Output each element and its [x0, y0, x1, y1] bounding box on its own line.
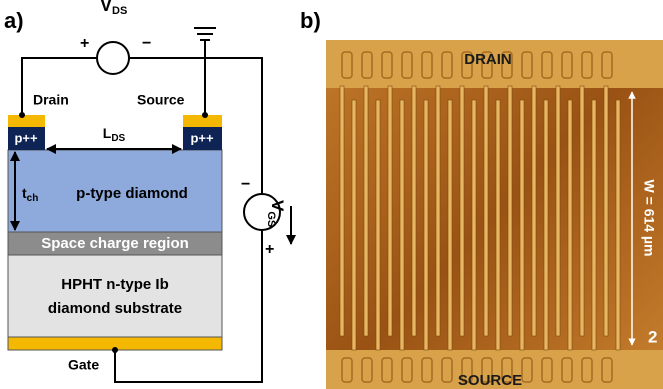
panel-label: a) — [4, 8, 24, 33]
symbol: L — [103, 125, 112, 141]
finger — [501, 51, 513, 79]
finger — [461, 51, 473, 79]
symbol: t — [22, 185, 27, 201]
tch-label: tch — [22, 185, 38, 204]
symbol: V — [268, 200, 287, 212]
finger — [361, 51, 373, 79]
scale-fragment: 2 — [648, 327, 657, 346]
finger — [483, 85, 489, 337]
minus: − — [241, 176, 250, 193]
subscript: DS — [112, 5, 127, 17]
layer-label: Space charge region — [41, 235, 189, 252]
finger — [399, 99, 405, 351]
drain-label: DRAIN — [464, 51, 512, 68]
finger — [341, 357, 353, 383]
finger — [541, 357, 553, 383]
finger — [423, 99, 429, 351]
finger — [447, 99, 453, 351]
finger — [341, 51, 353, 79]
finger — [501, 357, 513, 383]
finger — [351, 99, 357, 351]
gate-label: Gate — [68, 357, 99, 373]
finger — [339, 85, 345, 337]
finger — [363, 85, 369, 337]
finger — [435, 85, 441, 337]
device — [7, 112, 223, 353]
finger — [507, 85, 513, 337]
finger — [615, 99, 621, 351]
layer-label: HPHT n-type Ib — [61, 276, 169, 293]
finger — [401, 51, 413, 79]
finger — [441, 357, 453, 383]
contact-label: p++ — [190, 130, 214, 145]
subscript: ch — [27, 193, 39, 204]
finger — [579, 85, 585, 337]
source-label: SOURCE — [458, 372, 522, 389]
layer-label: diamond substrate — [48, 300, 182, 317]
panel-label: b) — [300, 8, 321, 33]
finger — [481, 51, 493, 79]
vds-label: VDS — [100, 0, 127, 17]
minus: − — [142, 35, 151, 52]
layer-label: p-type diamond — [76, 185, 188, 202]
source-label: Source — [137, 92, 185, 108]
finger — [603, 85, 609, 337]
fingers — [339, 51, 621, 383]
finger — [459, 85, 465, 337]
finger — [461, 357, 473, 383]
finger — [521, 357, 533, 383]
vgs-label: VGS — [265, 200, 286, 227]
finger — [581, 357, 593, 383]
circuit-wires — [21, 40, 281, 383]
finger — [561, 51, 573, 79]
symbol: V — [100, 0, 112, 15]
finger — [375, 99, 381, 351]
finger — [481, 357, 493, 383]
plus: + — [80, 35, 89, 52]
plus: + — [265, 241, 274, 258]
ground — [194, 27, 216, 41]
lds-label: LDS — [103, 125, 126, 144]
finger — [411, 85, 417, 337]
finger — [591, 99, 597, 351]
finger — [601, 51, 613, 79]
finger — [381, 357, 393, 383]
finger — [601, 357, 613, 383]
contact-label: p++ — [14, 130, 38, 145]
width-label: W = 614 µm — [641, 180, 657, 257]
finger — [531, 85, 537, 337]
finger — [543, 99, 549, 351]
drain-label: Drain — [33, 92, 69, 108]
finger — [471, 99, 477, 351]
finger — [441, 51, 453, 79]
finger — [521, 51, 533, 79]
finger — [381, 51, 393, 79]
finger — [495, 99, 501, 351]
subscript: DS — [111, 133, 125, 144]
finger — [361, 357, 373, 383]
finger — [567, 99, 573, 351]
finger — [519, 99, 525, 351]
finger — [581, 51, 593, 79]
finger — [401, 357, 413, 383]
finger — [387, 85, 393, 337]
finger — [541, 51, 553, 79]
finger — [421, 357, 433, 383]
subscript: GS — [265, 211, 277, 227]
finger — [421, 51, 433, 79]
finger — [555, 85, 561, 337]
finger — [561, 357, 573, 383]
